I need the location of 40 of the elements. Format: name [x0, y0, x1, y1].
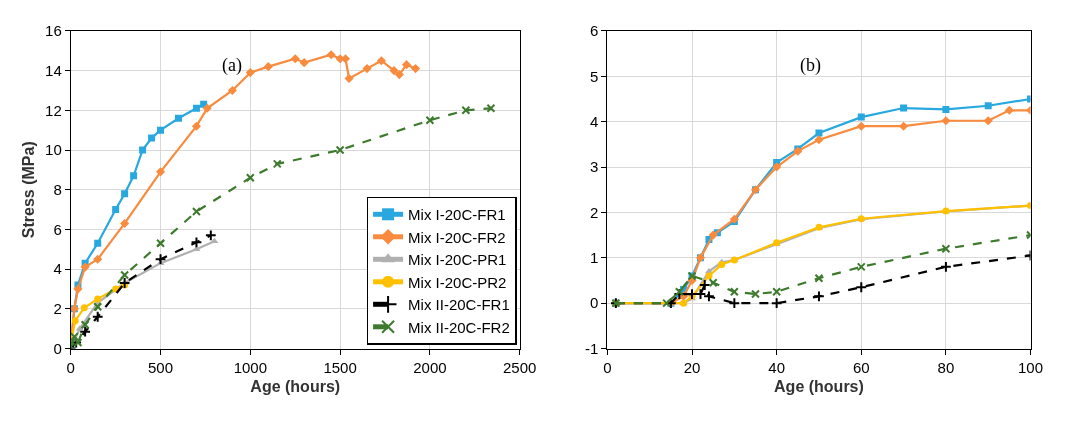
- x-axis-title: Age (hours): [774, 378, 864, 396]
- y-tick-label: 0: [53, 339, 62, 357]
- y-tick-label: 12: [45, 101, 62, 119]
- legend-label: Mix II-20C-FR1: [408, 296, 510, 314]
- y-tick-label: 5: [590, 67, 599, 85]
- x-axis-title: Age (hours): [250, 378, 341, 396]
- annotation: (a): [222, 55, 242, 76]
- legend-label: Mix I-20C-FR1: [408, 206, 506, 224]
- legend-label: Mix II-20C-FR2: [408, 318, 510, 336]
- y-axis-title: Stress (MPa): [19, 141, 37, 239]
- x-tick-label: 20: [683, 358, 701, 376]
- y-tick-label: 8: [53, 180, 62, 198]
- y-tick-label: 14: [45, 61, 62, 79]
- y-tick-label: 2: [590, 203, 599, 221]
- x-tick-label: 100: [1018, 358, 1044, 376]
- x-tick-label: 1000: [233, 358, 268, 376]
- y-tick-label: 6: [590, 22, 599, 40]
- x-tick-label: 0: [66, 358, 75, 376]
- y-tick-label: 1: [590, 249, 599, 267]
- x-tick-label: 1500: [323, 358, 357, 376]
- x-tick-label: 40: [768, 358, 785, 376]
- x-tick-label: 500: [148, 358, 174, 376]
- y-tick-label: 4: [590, 112, 599, 130]
- legend-label: Mix I-20C-PR1: [408, 251, 507, 269]
- y-tick-label: 3: [590, 158, 599, 176]
- y-tick-label: 10: [45, 141, 62, 159]
- x-tick-label: 0: [603, 358, 612, 376]
- y-tick-label: 2: [53, 300, 62, 318]
- y-tick-label: -1: [585, 339, 599, 357]
- y-tick-label: 0: [590, 294, 599, 312]
- annotation: (b): [800, 55, 821, 76]
- legend-label: Mix I-20C-FR2: [408, 228, 506, 246]
- y-tick-label: 16: [45, 22, 62, 40]
- x-tick-label: 60: [852, 358, 870, 376]
- legend-label: Mix I-20C-PR2: [408, 273, 507, 291]
- y-tick-label: 4: [53, 260, 62, 278]
- y-tick-label: 6: [53, 220, 62, 238]
- x-tick-label: 2500: [502, 358, 537, 376]
- x-tick-label: 80: [937, 358, 955, 376]
- x-tick-label: 2000: [413, 358, 447, 376]
